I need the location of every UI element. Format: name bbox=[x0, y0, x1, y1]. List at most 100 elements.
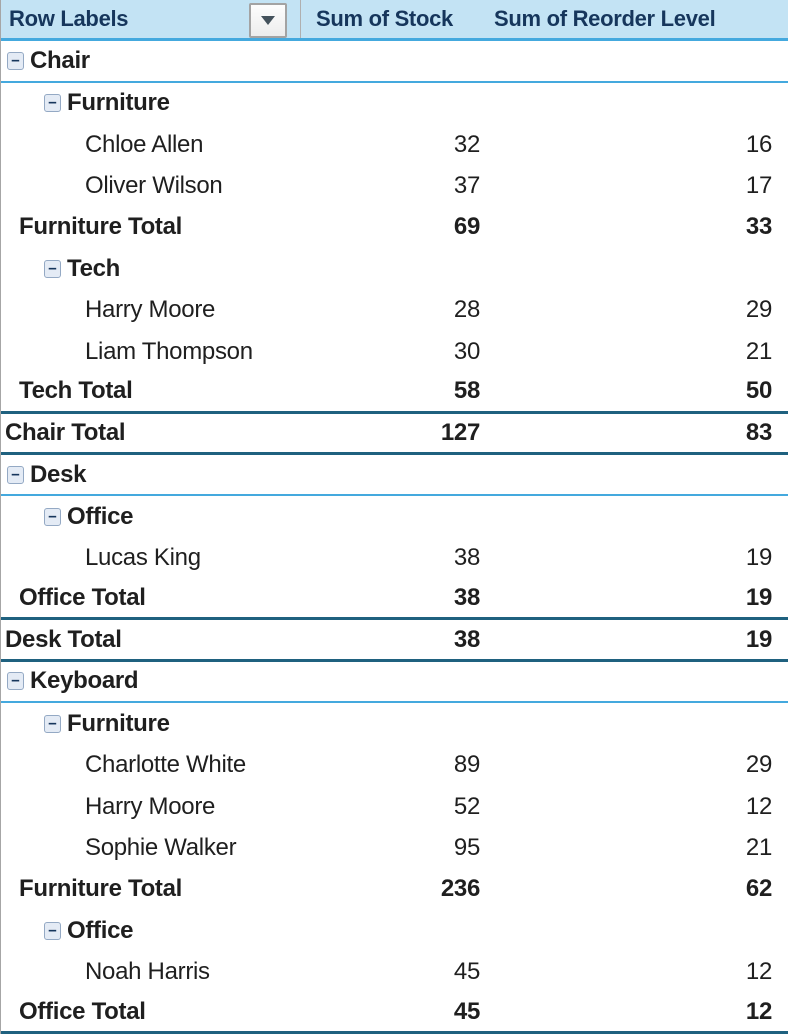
stock-cell[interactable] bbox=[301, 248, 488, 289]
reorder-cell[interactable]: 62 bbox=[488, 869, 788, 910]
reorder-cell[interactable]: 21 bbox=[488, 827, 788, 868]
minus-icon: − bbox=[11, 466, 20, 483]
minus-icon: − bbox=[48, 922, 57, 939]
reorder-cell[interactable]: 12 bbox=[488, 993, 788, 1031]
reorder-cell[interactable]: 19 bbox=[488, 579, 788, 617]
reorder-cell[interactable]: 21 bbox=[488, 331, 788, 372]
stock-cell[interactable]: 95 bbox=[301, 827, 488, 868]
row-label-cell[interactable]: Furniture Total bbox=[1, 869, 301, 910]
filter-button[interactable] bbox=[249, 3, 287, 38]
reorder-cell[interactable] bbox=[488, 83, 788, 124]
reorder-column-header-cell[interactable]: Sum of Reorder Level bbox=[488, 6, 788, 32]
row-label: Sophie Walker bbox=[85, 833, 237, 861]
stock-cell[interactable] bbox=[301, 496, 488, 537]
table-row: Desk Total 38 19 bbox=[1, 620, 788, 662]
stock-cell[interactable] bbox=[301, 910, 488, 951]
reorder-cell[interactable] bbox=[488, 496, 788, 537]
row-label-cell[interactable]: − Office bbox=[1, 496, 301, 537]
stock-cell[interactable]: 58 bbox=[301, 372, 488, 410]
reorder-cell[interactable]: 19 bbox=[488, 538, 788, 579]
reorder-cell[interactable] bbox=[488, 248, 788, 289]
row-label-cell[interactable]: Lucas King bbox=[1, 538, 301, 579]
table-row: − Chair bbox=[1, 41, 788, 83]
reorder-cell[interactable]: 17 bbox=[488, 165, 788, 206]
row-label-cell[interactable]: − Furniture bbox=[1, 83, 301, 124]
stock-cell[interactable]: 32 bbox=[301, 124, 488, 165]
stock-column-header-cell[interactable]: Sum of Stock bbox=[301, 6, 488, 32]
reorder-cell[interactable]: 16 bbox=[488, 124, 788, 165]
stock-cell[interactable]: 69 bbox=[301, 207, 488, 248]
row-label-cell[interactable]: − Chair bbox=[1, 41, 301, 80]
reorder-cell[interactable]: 29 bbox=[488, 744, 788, 785]
row-label-cell[interactable]: Noah Harris bbox=[1, 951, 301, 992]
stock-cell[interactable]: 38 bbox=[301, 579, 488, 617]
stock-value: 127 bbox=[440, 418, 480, 446]
stock-cell[interactable] bbox=[301, 703, 488, 744]
reorder-cell[interactable] bbox=[488, 662, 788, 701]
reorder-cell[interactable] bbox=[488, 703, 788, 744]
reorder-value: 19 bbox=[745, 625, 772, 653]
stock-cell[interactable]: 38 bbox=[301, 538, 488, 579]
table-row: Noah Harris 45 12 bbox=[1, 951, 788, 992]
reorder-value: 12 bbox=[745, 997, 772, 1025]
stock-cell[interactable]: 30 bbox=[301, 331, 488, 372]
row-labels-header-label: Row Labels bbox=[9, 6, 129, 32]
row-label-cell[interactable]: Tech Total bbox=[1, 372, 301, 410]
reorder-cell[interactable]: 29 bbox=[488, 290, 788, 331]
stock-cell[interactable]: 45 bbox=[301, 951, 488, 992]
reorder-cell[interactable] bbox=[488, 910, 788, 951]
collapse-button[interactable]: − bbox=[44, 921, 61, 940]
stock-cell[interactable] bbox=[301, 662, 488, 701]
reorder-cell[interactable]: 12 bbox=[488, 786, 788, 827]
minus-icon: − bbox=[48, 95, 57, 112]
row-label-cell[interactable]: − Furniture bbox=[1, 703, 301, 744]
row-label-cell[interactable]: − Office bbox=[1, 910, 301, 951]
stock-cell[interactable]: 28 bbox=[301, 290, 488, 331]
stock-value: 95 bbox=[453, 833, 480, 861]
minus-icon: − bbox=[48, 715, 57, 732]
row-label-cell[interactable]: Furniture Total bbox=[1, 207, 301, 248]
row-label-cell[interactable]: Office Total bbox=[1, 993, 301, 1031]
row-label-cell[interactable]: − Keyboard bbox=[1, 662, 301, 701]
row-labels-header-cell[interactable]: Row Labels bbox=[1, 0, 301, 39]
row-label: Charlotte White bbox=[85, 751, 246, 779]
row-label-cell[interactable]: Harry Moore bbox=[1, 786, 301, 827]
row-label-cell[interactable]: Harry Moore bbox=[1, 290, 301, 331]
stock-cell[interactable] bbox=[301, 83, 488, 124]
row-label-cell[interactable]: − Tech bbox=[1, 248, 301, 289]
row-label-cell[interactable]: Chair Total bbox=[1, 414, 301, 452]
row-label-cell[interactable]: Desk Total bbox=[1, 620, 301, 658]
minus-icon: − bbox=[11, 53, 20, 70]
stock-cell[interactable]: 89 bbox=[301, 744, 488, 785]
reorder-cell[interactable] bbox=[488, 455, 788, 494]
reorder-cell[interactable]: 83 bbox=[488, 414, 788, 452]
row-label-cell[interactable]: Oliver Wilson bbox=[1, 165, 301, 206]
stock-cell[interactable] bbox=[301, 455, 488, 494]
reorder-cell[interactable]: 50 bbox=[488, 372, 788, 410]
collapse-button[interactable]: − bbox=[7, 465, 24, 484]
stock-cell[interactable] bbox=[301, 41, 488, 80]
stock-cell[interactable]: 52 bbox=[301, 786, 488, 827]
stock-cell[interactable]: 38 bbox=[301, 620, 488, 658]
row-label-cell[interactable]: − Desk bbox=[1, 455, 301, 494]
stock-cell[interactable]: 236 bbox=[301, 869, 488, 910]
row-label-cell[interactable]: Office Total bbox=[1, 579, 301, 617]
reorder-cell[interactable] bbox=[488, 41, 788, 80]
collapse-button[interactable]: − bbox=[44, 507, 61, 526]
collapse-button[interactable]: − bbox=[7, 672, 24, 691]
reorder-cell[interactable]: 33 bbox=[488, 207, 788, 248]
row-label-cell[interactable]: Liam Thompson bbox=[1, 331, 301, 372]
reorder-cell[interactable]: 19 bbox=[488, 620, 788, 658]
stock-cell[interactable]: 127 bbox=[301, 414, 488, 452]
stock-cell[interactable]: 37 bbox=[301, 165, 488, 206]
row-label-cell[interactable]: Chloe Allen bbox=[1, 124, 301, 165]
collapse-button[interactable]: − bbox=[44, 259, 61, 278]
collapse-button[interactable]: − bbox=[44, 94, 61, 113]
row-label: Tech bbox=[67, 254, 121, 282]
collapse-button[interactable]: − bbox=[7, 52, 24, 71]
reorder-cell[interactable]: 12 bbox=[488, 951, 788, 992]
row-label-cell[interactable]: Charlotte White bbox=[1, 744, 301, 785]
row-label-cell[interactable]: Sophie Walker bbox=[1, 827, 301, 868]
collapse-button[interactable]: − bbox=[44, 714, 61, 733]
stock-cell[interactable]: 45 bbox=[301, 993, 488, 1031]
